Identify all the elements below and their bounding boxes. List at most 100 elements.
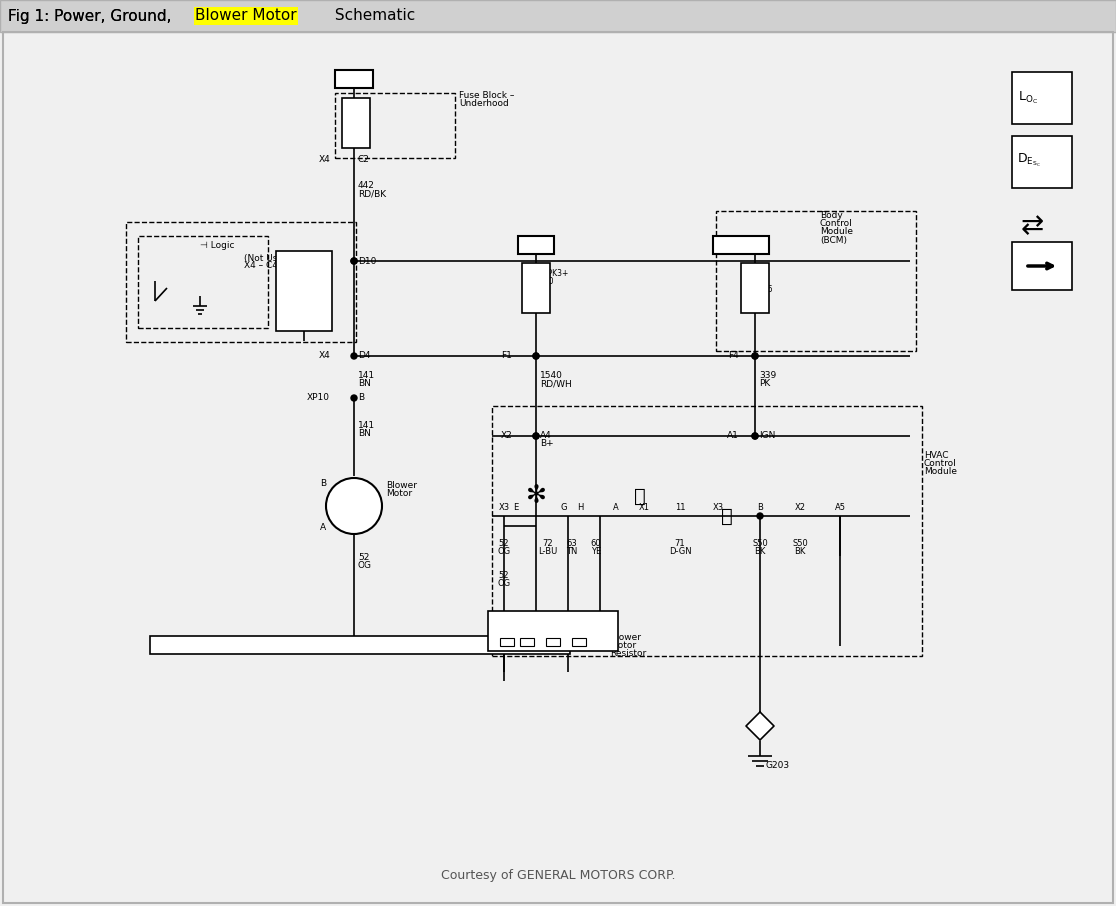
Bar (716, 211, 916, 351)
Text: B: B (533, 620, 539, 629)
Text: X4 – C4: X4 – C4 (244, 262, 278, 271)
Circle shape (326, 478, 382, 534)
Text: IP IGN: IP IGN (743, 276, 766, 285)
Text: D: D (597, 620, 604, 629)
Text: BN: BN (358, 380, 371, 389)
Text: B+: B+ (337, 74, 355, 84)
Text: X2: X2 (795, 504, 806, 513)
Circle shape (352, 258, 357, 264)
Text: X2: X2 (500, 431, 512, 440)
Bar (546, 638, 560, 646)
Bar (138, 236, 268, 328)
Text: X1: X1 (638, 504, 650, 513)
Text: BK: BK (754, 547, 766, 556)
Bar (1012, 72, 1072, 124)
Text: OG: OG (498, 580, 510, 589)
Circle shape (752, 433, 758, 439)
Circle shape (533, 353, 539, 359)
Text: 1540: 1540 (540, 371, 562, 381)
Text: 71: 71 (675, 539, 685, 548)
Text: Module: Module (924, 467, 958, 477)
Text: D10: D10 (358, 256, 376, 265)
Text: S50: S50 (752, 539, 768, 548)
Text: Fuse 10: Fuse 10 (525, 276, 554, 285)
Text: 141: 141 (358, 421, 375, 430)
Circle shape (533, 433, 539, 439)
Text: IGN II/III: IGN II/III (715, 240, 763, 250)
Circle shape (752, 353, 758, 359)
Text: B+: B+ (540, 439, 554, 448)
Polygon shape (745, 712, 775, 740)
Text: G203: G203 (764, 762, 789, 770)
Text: Control: Control (924, 459, 956, 468)
Bar (522, 263, 550, 313)
Bar (341, 98, 371, 148)
Text: A5: A5 (835, 504, 846, 513)
Text: B: B (358, 393, 364, 402)
Text: HVAC: HVAC (291, 266, 316, 275)
Text: XP10: XP10 (307, 393, 330, 402)
Text: Control: Control (820, 219, 853, 228)
Bar (573, 638, 586, 646)
Text: (Not Used): (Not Used) (244, 254, 292, 263)
Bar (492, 406, 922, 656)
Text: Courtesy of GENERAL MOTORS CORP.: Courtesy of GENERAL MOTORS CORP. (441, 870, 675, 882)
Text: $\mathregular{L_{O_C}}$: $\mathregular{L_{O_C}}$ (1018, 90, 1038, 106)
Text: 10 A: 10 A (525, 284, 541, 294)
Text: X3: X3 (499, 504, 510, 513)
Text: $\mathregular{D_{E_{S_C}}}$: $\mathregular{D_{E_{S_C}}}$ (1017, 151, 1041, 169)
Text: B+: B+ (520, 240, 538, 250)
Text: BK: BK (795, 547, 806, 556)
Bar (126, 222, 356, 342)
Bar (1012, 136, 1072, 188)
Text: YE: YE (590, 547, 602, 556)
Text: Body: Body (820, 211, 843, 220)
Text: RD/WH: RD/WH (540, 380, 571, 389)
Text: A4: A4 (540, 431, 551, 440)
Bar (0, 0, 1116, 32)
Bar (500, 638, 514, 646)
Text: ⇄: ⇄ (1020, 212, 1043, 240)
Circle shape (352, 258, 357, 264)
Text: 60: 60 (590, 539, 602, 548)
Text: Motor: Motor (386, 489, 412, 498)
Text: ✻: ✻ (526, 484, 547, 508)
Text: D-GN: D-GN (668, 547, 691, 556)
Text: X3: X3 (712, 504, 723, 513)
Text: Motor: Motor (610, 641, 636, 651)
Text: ⊣ Logic: ⊣ Logic (200, 242, 234, 250)
Text: HVAC/: HVAC/ (743, 268, 767, 277)
Bar (713, 236, 769, 254)
Text: Blower: Blower (386, 481, 417, 490)
Circle shape (533, 353, 539, 359)
Text: J261: J261 (333, 641, 352, 650)
Text: ---: --- (305, 292, 314, 301)
Bar (741, 263, 769, 313)
Text: H: H (577, 504, 584, 513)
Text: TN: TN (566, 547, 578, 556)
Text: BN: BN (358, 429, 371, 439)
Text: 52: 52 (499, 572, 509, 581)
Text: Relay: Relay (291, 275, 316, 284)
Text: HVAC: HVAC (924, 451, 949, 460)
Text: F1: F1 (501, 352, 512, 361)
Text: A: A (565, 620, 571, 629)
Text: OG: OG (498, 547, 510, 556)
Text: 11: 11 (675, 504, 685, 513)
Circle shape (352, 353, 357, 359)
Text: (BCM): (BCM) (820, 236, 847, 245)
Text: 339: 339 (759, 371, 777, 381)
Text: Schematic: Schematic (330, 8, 415, 24)
Bar (276, 251, 331, 331)
Text: F4: F4 (729, 352, 739, 361)
Text: C: C (501, 620, 507, 629)
Text: IGN: IGN (759, 431, 776, 440)
Text: X4: X4 (318, 352, 330, 361)
Text: ⏻: ⏻ (721, 506, 733, 525)
Text: S50: S50 (792, 539, 808, 548)
Text: A1: A1 (728, 431, 739, 440)
Text: 442: 442 (358, 181, 375, 190)
Circle shape (352, 395, 357, 401)
Text: 52: 52 (358, 554, 369, 563)
Text: A: A (613, 504, 619, 513)
